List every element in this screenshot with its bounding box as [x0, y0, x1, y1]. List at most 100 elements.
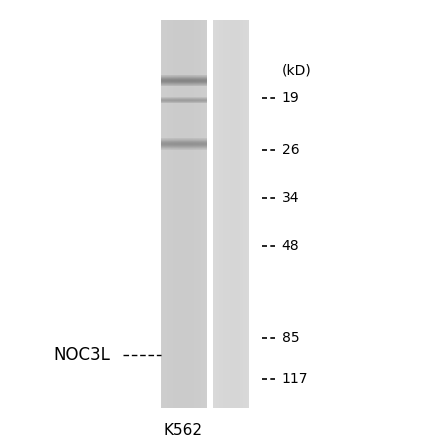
Bar: [161, 161, 207, 165]
Bar: [161, 175, 207, 180]
Bar: [213, 233, 249, 238]
Bar: [213, 369, 249, 374]
Bar: [190, 20, 191, 408]
Bar: [213, 141, 249, 146]
Bar: [213, 224, 249, 228]
Bar: [161, 88, 207, 93]
Bar: [243, 20, 245, 408]
Bar: [177, 20, 179, 408]
Bar: [161, 340, 207, 345]
Bar: [205, 20, 207, 408]
Bar: [247, 20, 248, 408]
Bar: [165, 20, 167, 408]
Bar: [227, 20, 228, 408]
Bar: [161, 39, 207, 44]
Bar: [180, 20, 182, 408]
Bar: [161, 379, 207, 384]
Bar: [161, 199, 207, 204]
Bar: [213, 282, 249, 287]
Bar: [161, 384, 207, 389]
Bar: [213, 68, 249, 73]
Bar: [183, 20, 185, 408]
Bar: [161, 325, 207, 330]
Bar: [245, 20, 246, 408]
Bar: [213, 350, 249, 355]
Bar: [213, 316, 249, 321]
Bar: [213, 127, 249, 131]
Bar: [161, 122, 207, 127]
Bar: [213, 170, 249, 175]
Bar: [161, 335, 207, 340]
Bar: [161, 112, 207, 117]
Bar: [213, 97, 249, 102]
Bar: [213, 301, 249, 306]
Bar: [213, 219, 249, 224]
Bar: [161, 403, 207, 408]
Bar: [248, 20, 249, 408]
Bar: [161, 93, 207, 97]
Bar: [161, 170, 207, 175]
Bar: [213, 180, 249, 185]
Bar: [176, 20, 177, 408]
Bar: [161, 127, 207, 131]
Bar: [161, 107, 207, 112]
Text: 34: 34: [282, 191, 299, 206]
Bar: [213, 78, 249, 83]
Bar: [213, 287, 249, 292]
Bar: [185, 20, 187, 408]
Bar: [161, 321, 207, 325]
Bar: [213, 277, 249, 282]
Bar: [213, 20, 215, 408]
Bar: [201, 20, 202, 408]
Bar: [213, 296, 249, 301]
Bar: [161, 44, 207, 49]
Bar: [161, 34, 207, 39]
Bar: [213, 34, 249, 39]
Bar: [164, 20, 165, 408]
Bar: [161, 238, 207, 243]
Bar: [204, 20, 205, 408]
Bar: [218, 20, 220, 408]
Bar: [161, 243, 207, 248]
Bar: [213, 73, 249, 78]
Bar: [161, 136, 207, 141]
Bar: [240, 20, 241, 408]
Bar: [213, 272, 249, 277]
Bar: [161, 301, 207, 306]
Bar: [242, 20, 243, 408]
Bar: [213, 131, 249, 136]
Bar: [161, 282, 207, 287]
Bar: [213, 364, 249, 369]
Bar: [213, 20, 249, 25]
Bar: [161, 389, 207, 393]
Bar: [161, 204, 207, 209]
Bar: [161, 59, 207, 64]
Bar: [161, 398, 207, 403]
Bar: [213, 292, 249, 296]
Bar: [220, 20, 222, 408]
Bar: [217, 20, 218, 408]
Bar: [161, 350, 207, 355]
Text: 26: 26: [282, 143, 299, 157]
Bar: [224, 20, 225, 408]
Bar: [167, 20, 168, 408]
Bar: [213, 311, 249, 316]
Bar: [213, 107, 249, 112]
Bar: [213, 39, 249, 44]
Bar: [161, 330, 207, 335]
Text: 117: 117: [282, 373, 308, 386]
Bar: [213, 122, 249, 127]
Bar: [161, 185, 207, 190]
Text: 19: 19: [282, 91, 299, 105]
Text: (kD): (kD): [282, 63, 312, 77]
Bar: [161, 131, 207, 136]
Bar: [222, 20, 223, 408]
Bar: [161, 54, 207, 59]
Bar: [170, 20, 171, 408]
Bar: [161, 345, 207, 350]
Bar: [161, 64, 207, 68]
Bar: [161, 214, 207, 219]
Bar: [213, 151, 249, 156]
Bar: [161, 102, 207, 107]
Bar: [161, 117, 207, 122]
